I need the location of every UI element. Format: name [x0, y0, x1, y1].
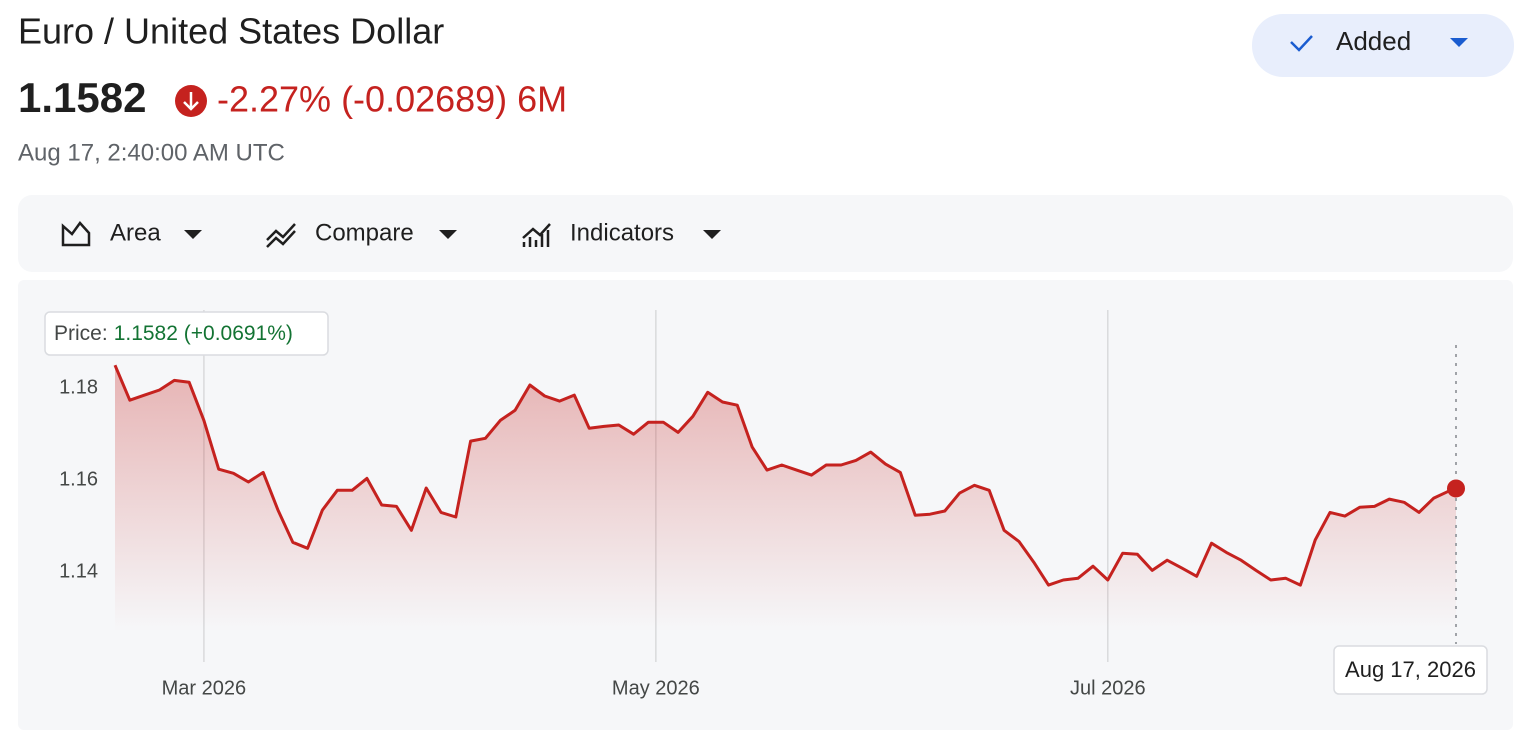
x-tick-label: May 2026 — [612, 677, 700, 699]
y-tick-label: 1.14 — [59, 560, 98, 582]
hover-date: Aug 17, 2026 — [1345, 657, 1476, 682]
hover-point — [1447, 479, 1465, 498]
price: 1.1582 — [18, 74, 146, 121]
menu-label: Compare — [315, 219, 414, 246]
y-tick-label: 1.16 — [59, 468, 98, 490]
tooltip-value: 1.1582 (+0.0691%) — [114, 322, 293, 345]
indicators-menu[interactable]: Indicators — [522, 219, 721, 247]
area-fill — [115, 365, 1456, 632]
menu-label: Indicators — [570, 219, 674, 246]
tooltip-label: Price: — [54, 322, 108, 345]
x-tick-label: Jul 2026 — [1070, 677, 1146, 699]
tooltip: Price: 1.1582 (+0.0691%) — [54, 322, 293, 345]
toolbar — [18, 195, 1513, 272]
change: -2.27% (-0.02689) 6M — [217, 79, 567, 120]
y-tick-label: 1.18 — [59, 376, 98, 398]
compare-menu[interactable]: Compare — [266, 219, 457, 248]
area-menu[interactable]: Area — [61, 219, 202, 246]
timestamp: Aug 17, 2:40:00 AM UTC — [18, 139, 285, 166]
menu-label: Area — [110, 219, 161, 246]
down-icon — [175, 85, 207, 117]
added-button[interactable]: Added — [1252, 14, 1514, 77]
tooltip-box — [44, 311, 329, 356]
title: Euro / United States Dollar — [18, 11, 444, 52]
plot: Mar 2026 May 2026 Jul 2026 1.14 1.16 1.18 Aug … — [44, 310, 1488, 699]
hover-date-box — [1333, 645, 1488, 695]
x-tick-label: Mar 2026 — [162, 677, 247, 699]
price-line — [113, 364, 1457, 587]
button-label: Added — [1336, 26, 1411, 56]
